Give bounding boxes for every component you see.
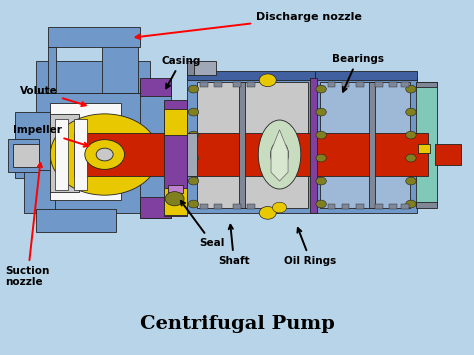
Text: Seal: Seal	[181, 201, 225, 248]
Circle shape	[50, 114, 159, 195]
Circle shape	[406, 154, 416, 162]
Circle shape	[316, 177, 326, 185]
Bar	[356, 204, 364, 209]
Text: Volute: Volute	[19, 86, 86, 106]
Text: Shaft: Shaft	[218, 225, 250, 266]
Ellipse shape	[258, 120, 301, 189]
Bar	[419, 144, 430, 153]
Bar	[48, 47, 56, 93]
Circle shape	[165, 192, 184, 206]
Circle shape	[188, 177, 199, 185]
Bar	[233, 204, 241, 209]
Circle shape	[188, 108, 199, 116]
Bar	[200, 204, 208, 209]
Bar	[369, 82, 375, 208]
Text: Casing: Casing	[161, 56, 201, 88]
Bar	[310, 78, 318, 213]
Bar	[436, 144, 462, 165]
Bar	[416, 82, 437, 87]
Bar	[401, 82, 409, 87]
Bar	[356, 82, 364, 87]
Bar	[168, 185, 182, 193]
Bar	[36, 61, 150, 93]
Bar	[239, 82, 245, 208]
Bar	[389, 82, 397, 87]
Bar	[164, 109, 187, 135]
Circle shape	[273, 202, 287, 213]
Bar	[187, 61, 216, 75]
Bar	[24, 170, 55, 213]
Bar	[214, 204, 222, 209]
Bar	[8, 138, 38, 172]
Bar	[247, 204, 255, 209]
Bar	[319, 82, 410, 208]
Circle shape	[406, 200, 416, 208]
Circle shape	[316, 85, 326, 93]
Circle shape	[259, 74, 276, 87]
Circle shape	[188, 85, 199, 93]
Bar	[375, 82, 383, 87]
Circle shape	[188, 200, 199, 208]
Circle shape	[259, 207, 276, 219]
Bar	[200, 82, 208, 87]
Bar	[187, 78, 315, 213]
Text: Bearings: Bearings	[331, 54, 383, 92]
Bar	[50, 114, 79, 192]
Ellipse shape	[271, 141, 289, 168]
Bar	[187, 133, 197, 176]
Circle shape	[406, 131, 416, 139]
Text: Centrifugal Pump: Centrifugal Pump	[140, 315, 334, 333]
Bar	[12, 144, 38, 167]
Text: Oil Rings: Oil Rings	[284, 228, 337, 266]
Bar	[328, 204, 335, 209]
Circle shape	[316, 131, 326, 139]
Bar	[50, 103, 121, 201]
Circle shape	[406, 108, 416, 116]
Bar	[164, 100, 187, 217]
Bar	[140, 80, 171, 218]
Bar	[214, 82, 222, 87]
Circle shape	[188, 154, 199, 162]
Bar	[140, 197, 171, 218]
Circle shape	[96, 148, 113, 161]
Bar	[247, 82, 255, 87]
Bar	[328, 82, 335, 87]
Circle shape	[85, 140, 125, 169]
Bar	[197, 82, 308, 208]
Text: Suction
nozzle: Suction nozzle	[5, 163, 50, 287]
Bar	[36, 93, 150, 213]
Bar	[342, 204, 349, 209]
Bar	[15, 112, 55, 178]
Text: Discharge nozzle: Discharge nozzle	[136, 12, 362, 39]
Bar	[36, 209, 117, 232]
Bar	[187, 61, 194, 75]
Bar	[48, 27, 140, 47]
Circle shape	[406, 85, 416, 93]
Bar	[401, 204, 409, 209]
Bar	[102, 43, 138, 93]
Bar	[375, 204, 383, 209]
Bar	[140, 78, 171, 96]
Polygon shape	[271, 130, 288, 181]
Circle shape	[406, 177, 416, 185]
Bar	[74, 119, 87, 190]
Circle shape	[316, 200, 326, 208]
Bar	[342, 82, 349, 87]
Circle shape	[188, 131, 199, 139]
Text: Impeller: Impeller	[12, 125, 88, 147]
Bar	[164, 188, 187, 215]
Bar	[233, 82, 241, 87]
Bar	[416, 82, 437, 204]
Bar	[389, 204, 397, 209]
Circle shape	[316, 154, 326, 162]
Bar	[416, 202, 437, 208]
Circle shape	[316, 108, 326, 116]
Bar	[187, 71, 315, 80]
Bar	[74, 133, 428, 176]
Bar	[315, 71, 417, 80]
Bar	[315, 78, 417, 213]
Bar	[55, 119, 68, 190]
